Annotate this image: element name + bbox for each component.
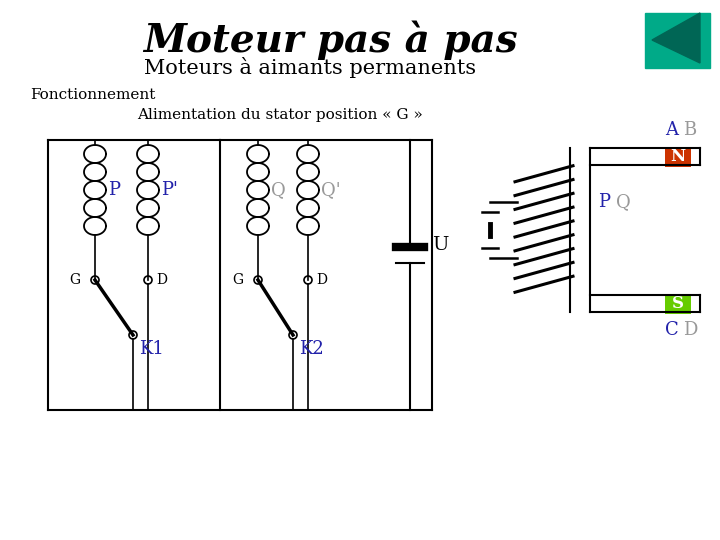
Text: G: G bbox=[69, 273, 80, 287]
FancyBboxPatch shape bbox=[665, 294, 691, 314]
Text: G: G bbox=[232, 273, 243, 287]
FancyBboxPatch shape bbox=[645, 13, 710, 68]
Text: S: S bbox=[672, 295, 684, 312]
Polygon shape bbox=[652, 13, 700, 63]
Text: D: D bbox=[683, 321, 697, 339]
Text: K2: K2 bbox=[299, 340, 324, 358]
Text: D: D bbox=[316, 273, 327, 287]
Text: Moteurs à aimants permanents: Moteurs à aimants permanents bbox=[144, 57, 476, 78]
Text: P: P bbox=[598, 193, 610, 211]
Text: P: P bbox=[108, 181, 120, 199]
Text: Q: Q bbox=[616, 193, 631, 211]
Text: Alimentation du stator position « G »: Alimentation du stator position « G » bbox=[137, 108, 423, 122]
Text: C: C bbox=[665, 321, 679, 339]
Text: D: D bbox=[156, 273, 167, 287]
Text: A: A bbox=[665, 121, 678, 139]
Text: Fonctionnement: Fonctionnement bbox=[30, 88, 156, 102]
Text: K1: K1 bbox=[139, 340, 164, 358]
Text: U: U bbox=[432, 236, 449, 254]
Text: B: B bbox=[683, 121, 697, 139]
Text: Q': Q' bbox=[321, 181, 341, 199]
Text: P': P' bbox=[161, 181, 178, 199]
Text: Moteur pas à pas: Moteur pas à pas bbox=[143, 20, 517, 60]
FancyBboxPatch shape bbox=[665, 146, 691, 166]
Text: Q: Q bbox=[271, 181, 286, 199]
Text: N: N bbox=[670, 148, 685, 165]
